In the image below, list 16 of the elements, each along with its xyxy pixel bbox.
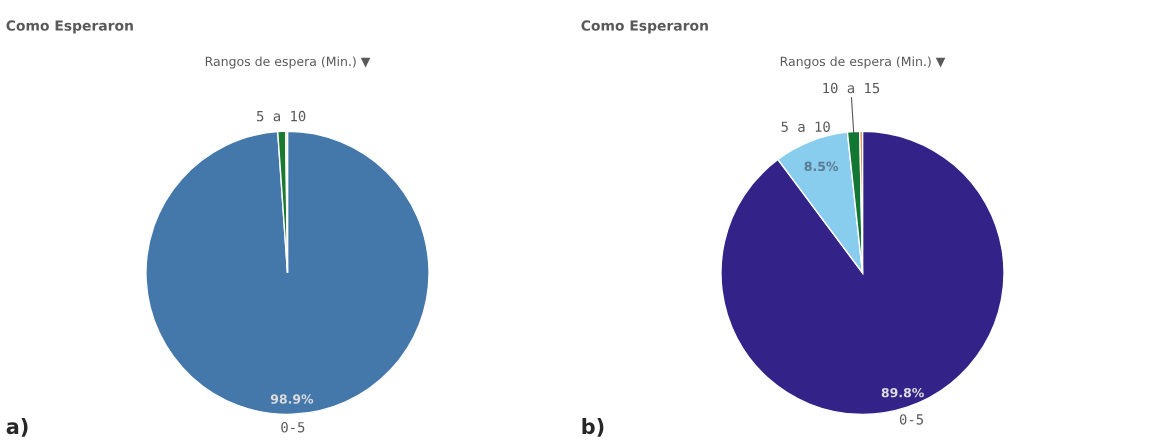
slice-label: 5 a 10 [781,121,830,132]
data-label: 98.9% [270,394,314,404]
data-label: 89.8% [881,387,924,398]
slice-label: 0-5 [281,421,305,433]
chart-subtitle: Rangos de espera (Min.) ▼ [205,56,371,69]
chart-title: Como Esperaron [581,20,708,34]
data-label: 8.5% [804,161,839,172]
chart-title: Como Esperaron [6,20,133,34]
text: b) [582,418,604,437]
slice-label: 0-5 [899,414,923,425]
chart-subtitle: Rangos de espera (Min.) ▼ [780,56,946,69]
slice-label: 10 a 15 [823,82,880,94]
pie-slice [720,130,1005,416]
text: a) [6,418,28,437]
pie-slice [145,130,430,416]
slice-label: 5 a 10 [257,110,306,122]
